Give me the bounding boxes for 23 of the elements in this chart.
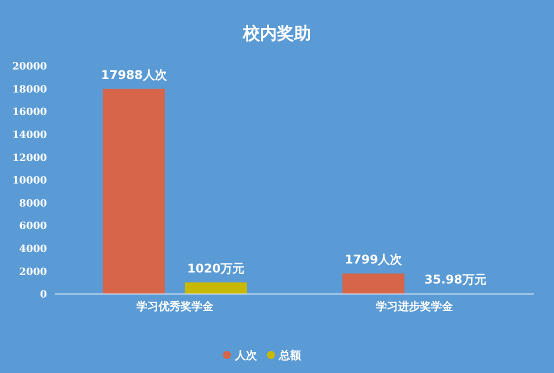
y-tick-label: 2000 [19,266,48,278]
bar [342,273,404,294]
y-tick-label: 6000 [19,221,48,232]
y-tick-label: 16000 [12,107,48,118]
x-tick-label: 学习进步奖学金 [376,300,454,313]
y-tick-label: 18000 [12,84,48,96]
bar [184,282,247,294]
bar [102,88,165,294]
data-label: 1799人次 [344,252,404,266]
y-tick-label: 10000 [12,176,48,187]
y-tick-label: 12000 [12,152,48,164]
y-tick-label: 0 [40,290,48,301]
legend-label: 总额 [279,349,301,362]
data-label: 1020万元 [187,261,245,276]
chart-title: 校内奖助 [242,23,312,45]
y-tick-label: 14000 [12,130,48,141]
y-tick-label: 8000 [19,198,48,210]
legend-label: 人次 [235,349,257,362]
data-label: 17988人次 [101,68,168,82]
data-label: 35.98万元 [424,272,486,287]
y-tick-label: 4000 [19,244,48,255]
y-tick-label: 20000 [12,62,48,73]
x-tick-label: 学习优秀奖学金 [136,300,214,313]
